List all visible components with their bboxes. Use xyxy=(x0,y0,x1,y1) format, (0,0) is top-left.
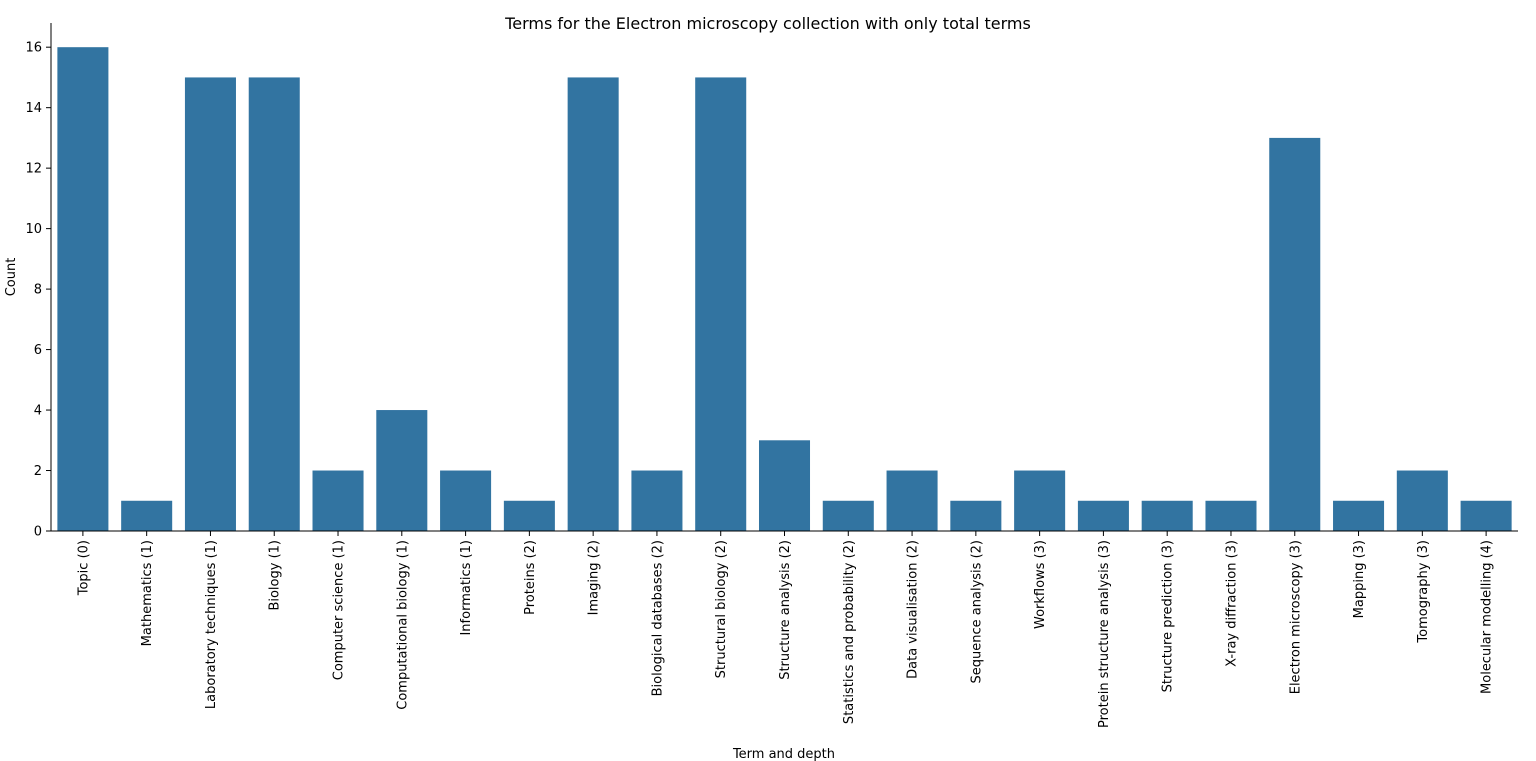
x-tick-label: Mapping (3) xyxy=(1352,540,1367,618)
bar xyxy=(1141,500,1193,531)
bar xyxy=(184,77,236,532)
x-tick-label: Protein structure analysis (3) xyxy=(1097,540,1112,728)
x-tick-label: Computer science (1) xyxy=(332,540,347,680)
bar xyxy=(950,500,1002,531)
x-tick-label: Informatics (1) xyxy=(459,540,474,636)
x-tick-label: Imaging (2) xyxy=(587,540,602,615)
x-axis-label: Term and depth xyxy=(732,747,835,761)
x-tick-label: Mathematics (1) xyxy=(140,540,155,646)
x-tick-label: Laboratory techniques (1) xyxy=(204,540,219,709)
x-tick-label: Data visualisation (2) xyxy=(906,540,921,679)
x-tick-label: Molecular modelling (4) xyxy=(1480,540,1495,694)
bar xyxy=(440,470,492,531)
bars-group xyxy=(57,47,1512,532)
x-tick-label: Sequence analysis (2) xyxy=(969,540,984,683)
y-tick-label: 14 xyxy=(25,101,42,116)
x-tick-label: Structural biology (2) xyxy=(714,540,729,678)
bar xyxy=(1269,137,1321,531)
x-tick-label: Biology (1) xyxy=(268,540,283,611)
bar xyxy=(1205,500,1257,531)
y-axis-label: Count xyxy=(4,258,19,297)
y-tick-label: 2 xyxy=(34,464,42,479)
y-axis: 0 2 4 6 8 10 12 14 16 xyxy=(25,23,52,540)
y-tick-label: 10 xyxy=(25,222,42,237)
y-tick-label: 16 xyxy=(25,41,42,56)
x-tick-label: Structure prediction (3) xyxy=(1161,540,1176,692)
bar xyxy=(503,500,555,531)
x-tick-label: Statistics and probability (2) xyxy=(842,540,857,724)
bar xyxy=(248,77,300,532)
bar xyxy=(1396,470,1448,531)
bar xyxy=(376,410,428,531)
bar xyxy=(631,470,683,531)
x-tick-label: Electron microscopy (3) xyxy=(1288,540,1303,694)
x-tick-label: Proteins (2) xyxy=(523,540,538,615)
x-tick-label: Biological databases (2) xyxy=(650,540,665,696)
bar xyxy=(1333,500,1385,531)
bar xyxy=(1460,500,1512,531)
bar xyxy=(1077,500,1129,531)
bar xyxy=(121,500,173,531)
y-tick-label: 8 xyxy=(34,283,42,298)
bar xyxy=(1014,470,1066,531)
bar xyxy=(567,77,619,532)
bar xyxy=(57,47,109,531)
x-tick-label: Topic (0) xyxy=(76,540,91,596)
x-tick-label: Structure analysis (2) xyxy=(778,540,793,680)
bar xyxy=(822,500,874,531)
y-tick-label: 0 xyxy=(34,525,42,540)
y-tick-label: 6 xyxy=(34,343,42,358)
x-tick-label: X-ray diffraction (3) xyxy=(1224,540,1239,667)
x-axis: Topic (0) Mathematics (1) Laboratory techn… xyxy=(51,530,1518,728)
x-tick-label: Computational biology (1) xyxy=(395,540,410,710)
bar xyxy=(758,440,811,531)
bar xyxy=(312,470,364,531)
y-tick-label: 12 xyxy=(25,162,42,177)
bar xyxy=(886,470,938,531)
x-tick-label: Workflows (3) xyxy=(1033,540,1048,629)
bar xyxy=(695,77,747,532)
x-tick-label: Tomography (3) xyxy=(1416,540,1431,644)
y-tick-label: 4 xyxy=(34,404,42,419)
chart-title: Terms for the Electron microscopy collec… xyxy=(504,14,1031,33)
